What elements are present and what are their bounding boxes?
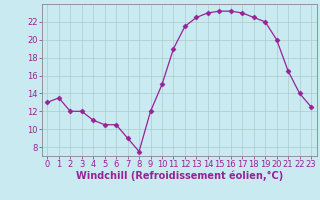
X-axis label: Windchill (Refroidissement éolien,°C): Windchill (Refroidissement éolien,°C) bbox=[76, 171, 283, 181]
